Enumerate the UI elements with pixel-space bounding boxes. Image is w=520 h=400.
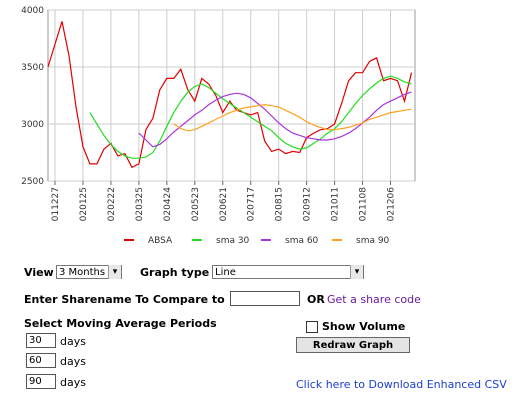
x-tick-label: 020815 bbox=[275, 187, 285, 221]
x-tick-label: 021108 bbox=[359, 187, 369, 222]
chart: 2500 3000 3500 4000 011227 020125 020222 020325… bbox=[21, 6, 416, 246]
x-tick-label: 020523 bbox=[191, 187, 201, 221]
redraw-button[interactable]: Redraw Graph bbox=[296, 337, 410, 353]
y-tick-label: 2500 bbox=[21, 177, 44, 187]
x-tick-label: 020424 bbox=[163, 187, 173, 222]
view-label: View bbox=[24, 266, 54, 279]
ma-label: Select Moving Average Periods bbox=[24, 317, 217, 330]
legend-label: sma 30 bbox=[216, 236, 250, 246]
legend-label: ABSA bbox=[148, 236, 173, 246]
x-tick-label: 020912 bbox=[303, 187, 313, 221]
plot-area bbox=[47, 9, 416, 182]
x-tick-label: 020717 bbox=[247, 187, 257, 221]
period-input[interactable]: 30 bbox=[26, 333, 56, 348]
x-tick-label: 020621 bbox=[219, 187, 229, 221]
series-line bbox=[89, 75, 412, 159]
days-label: days bbox=[60, 376, 86, 389]
legend-label: sma 90 bbox=[356, 236, 390, 246]
x-tick-label: 020222 bbox=[107, 187, 117, 221]
volume-checkbox[interactable] bbox=[306, 321, 318, 333]
graph-type-select[interactable]: Line bbox=[212, 265, 364, 279]
series-line bbox=[47, 21, 413, 169]
days-label: days bbox=[60, 335, 86, 348]
period-input[interactable]: 90 bbox=[26, 374, 56, 389]
x-tick-label: 020125 bbox=[79, 187, 89, 221]
x-tick-label: 021206 bbox=[387, 187, 397, 222]
csv-link[interactable]: Click here to Download Enhanced CSV bbox=[296, 378, 507, 391]
graph-type-label: Graph type bbox=[140, 266, 210, 279]
y-tick-label: 3500 bbox=[21, 63, 44, 73]
y-tick-label: 4000 bbox=[21, 6, 44, 16]
compare-label: Enter Sharename To Compare to bbox=[24, 293, 225, 306]
show-volume-label: Show Volume bbox=[322, 320, 406, 333]
or-text: OR bbox=[307, 293, 325, 306]
view-select[interactable]: 3 Months bbox=[56, 265, 122, 279]
days-label: days bbox=[60, 355, 86, 368]
series-line bbox=[138, 91, 412, 148]
y-tick-label: 3000 bbox=[21, 120, 44, 130]
legend-label: sma 60 bbox=[285, 236, 319, 246]
compare-input[interactable] bbox=[230, 291, 300, 306]
x-tick-label: 021011 bbox=[331, 187, 341, 221]
x-tick-label: 020325 bbox=[135, 187, 145, 221]
period-input[interactable]: 60 bbox=[26, 353, 56, 368]
share-code-link[interactable]: Get a share code bbox=[327, 293, 421, 306]
series-line bbox=[173, 103, 412, 132]
x-tick-label: 011227 bbox=[51, 187, 61, 221]
